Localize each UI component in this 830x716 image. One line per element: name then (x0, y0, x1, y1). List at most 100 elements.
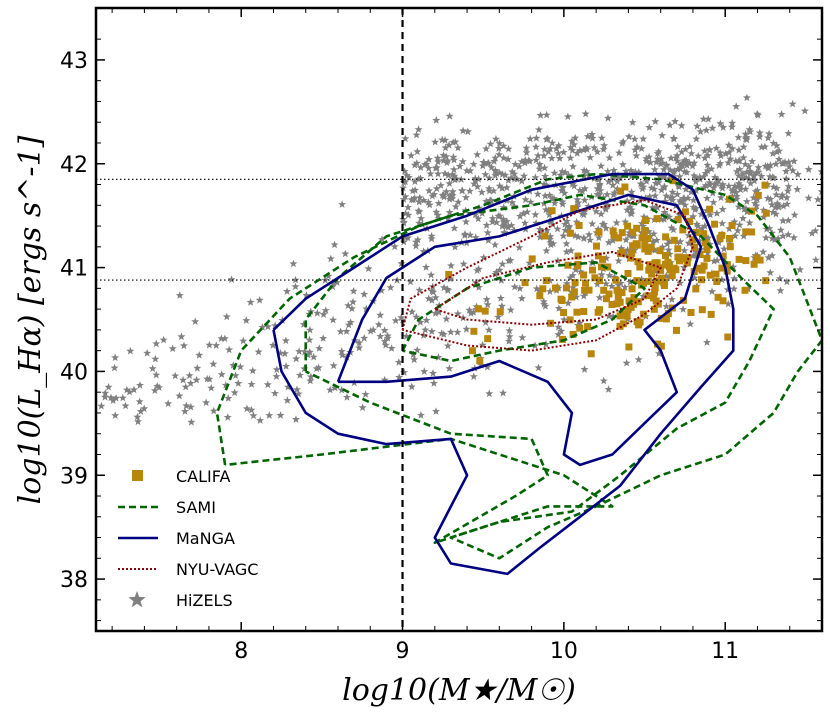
hizels-point (558, 183, 567, 191)
hizels-point (627, 166, 635, 174)
hizels-point (793, 170, 802, 178)
hizels-point (558, 167, 567, 175)
califa-point (668, 272, 676, 280)
hizels-point (640, 212, 648, 221)
hizels-point (445, 179, 454, 188)
hizels-point (520, 171, 528, 180)
califa-point (700, 262, 708, 270)
hizels-point (788, 166, 797, 175)
hizels-point (517, 177, 526, 185)
hizels-point (462, 217, 470, 226)
y-axis-title: log10(L_Hα) [ergs s^-1] (13, 135, 48, 504)
hizels-point (735, 165, 744, 173)
hizels-point (445, 208, 454, 216)
hizels-point (515, 284, 524, 292)
hizels-point (663, 239, 672, 248)
reference-lines (96, 8, 822, 631)
hizels-point (623, 205, 632, 214)
hizels-point (776, 226, 785, 234)
hizels-point (651, 191, 660, 200)
califa-point (748, 228, 756, 236)
hizels-point (343, 393, 351, 401)
hizels-point (614, 256, 623, 265)
hizels-point (639, 134, 648, 143)
hizels-point (499, 203, 508, 211)
hizels-point (746, 179, 755, 187)
hizels-point (449, 174, 458, 183)
califa-point (623, 312, 631, 320)
califa-point (610, 232, 618, 239)
hizels-point (413, 147, 422, 156)
hizels-point (504, 176, 513, 184)
hizels-point (175, 391, 184, 400)
hizels-point (179, 375, 188, 384)
califa-point (568, 293, 576, 301)
hizels-point (531, 341, 540, 350)
hizels-point (326, 254, 335, 263)
hizels-point (623, 245, 632, 254)
hizels-point (437, 329, 446, 337)
hizels-point (443, 341, 452, 350)
hizels-point (677, 159, 686, 168)
hizels-point (508, 167, 517, 176)
hizels-point (708, 287, 716, 295)
hizels-point (711, 173, 719, 181)
hizels-point (763, 194, 772, 202)
hizels-point (649, 229, 658, 238)
califa-point (574, 260, 582, 268)
hizels-point (431, 293, 440, 302)
legend-entry-manga: MaNGA (118, 529, 235, 548)
hizels-point (773, 199, 782, 208)
hizels-point (135, 397, 144, 406)
hizels-point (439, 156, 448, 165)
hizels-point (687, 149, 696, 157)
hizels-point (742, 93, 751, 102)
hizels-point (517, 157, 526, 165)
hizels-point (597, 209, 606, 218)
hizels-point (405, 173, 413, 181)
califa-point (655, 264, 663, 272)
hizels-point (399, 183, 408, 192)
hizels-point (410, 355, 419, 364)
hizels-point (700, 154, 709, 162)
hizels-point (735, 220, 744, 229)
califa-point (589, 266, 596, 274)
hizels-point (654, 178, 663, 187)
califa-point (624, 270, 632, 277)
hizels-point (673, 165, 682, 173)
hizels-point (387, 344, 396, 352)
hizels-point (554, 330, 563, 338)
hizels-point (573, 149, 582, 157)
hizels-point (223, 413, 232, 421)
hizels-point (618, 139, 627, 147)
hizels-point (676, 198, 685, 206)
hizels-point (500, 221, 508, 229)
hizels-point (366, 326, 375, 335)
hizels-point (236, 362, 245, 371)
hizels-point (788, 99, 797, 108)
hizels-point (659, 183, 668, 192)
hizels-point (628, 193, 637, 202)
hizels-point (484, 158, 493, 167)
hizels-point (675, 172, 684, 181)
califa-point (650, 305, 658, 313)
hizels-point (701, 181, 710, 190)
hizels-point (739, 142, 748, 151)
hizels-point (492, 218, 501, 226)
hizels-point (573, 195, 582, 203)
hizels-point (428, 287, 436, 295)
hizels-point (639, 222, 648, 230)
hizels-point (567, 246, 575, 255)
hizels-point (182, 401, 191, 410)
hizels-point (227, 275, 236, 283)
hizels-point (605, 312, 613, 320)
hizels-point (738, 169, 747, 178)
hizels-point (516, 212, 524, 220)
hizels-point (793, 185, 802, 193)
hizels-point (602, 279, 610, 288)
hizels-point (732, 192, 741, 200)
hizels-point (723, 285, 732, 294)
hizels-point (677, 147, 686, 156)
hizels-point (739, 153, 748, 162)
califa-point (644, 277, 652, 285)
